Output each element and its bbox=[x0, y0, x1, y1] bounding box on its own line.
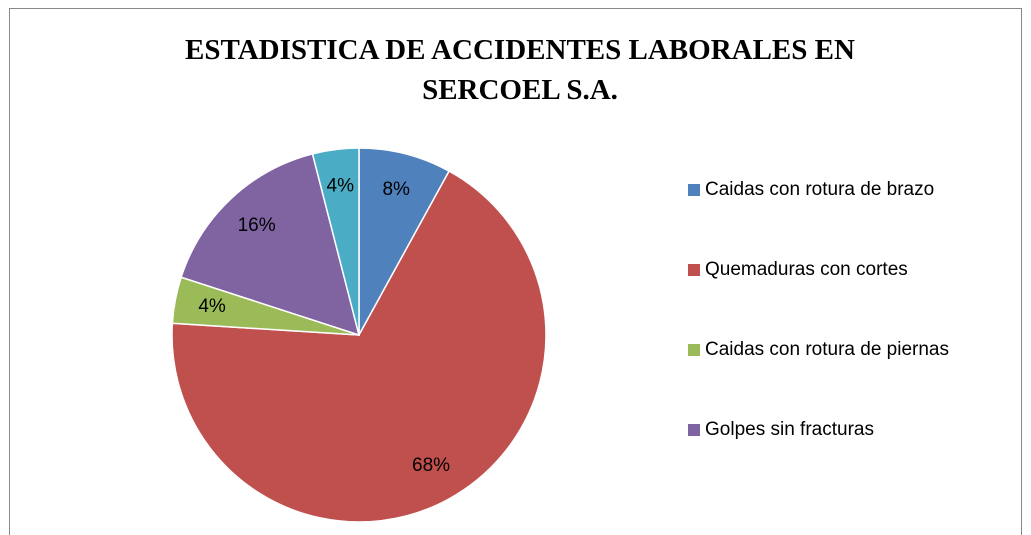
pie-slice bbox=[311, 147, 360, 336]
legend-label: Quemaduras con cortes bbox=[705, 259, 908, 280]
legend-swatch bbox=[688, 184, 700, 196]
pie-slice bbox=[171, 170, 547, 523]
data-label: 4% bbox=[327, 176, 355, 197]
legend-label: Golpes sin fracturas bbox=[705, 419, 874, 440]
legend-label: Caidas con rotura de piernas bbox=[705, 339, 949, 360]
pie-slice bbox=[358, 147, 451, 336]
data-label: 4% bbox=[198, 296, 226, 317]
legend-label: Caidas con rotura de brazo bbox=[705, 179, 934, 200]
chart-title: ESTADISTICA DE ACCIDENTES LABORALES EN S… bbox=[185, 34, 855, 106]
chart-border bbox=[9, 8, 1022, 535]
legend-swatch bbox=[688, 344, 700, 356]
data-label: 8% bbox=[382, 179, 410, 200]
pie-slice bbox=[180, 152, 361, 337]
data-label: 16% bbox=[238, 215, 276, 236]
data-label: 68% bbox=[412, 455, 450, 476]
legend-swatch bbox=[688, 424, 700, 436]
legend-swatch bbox=[688, 264, 700, 276]
